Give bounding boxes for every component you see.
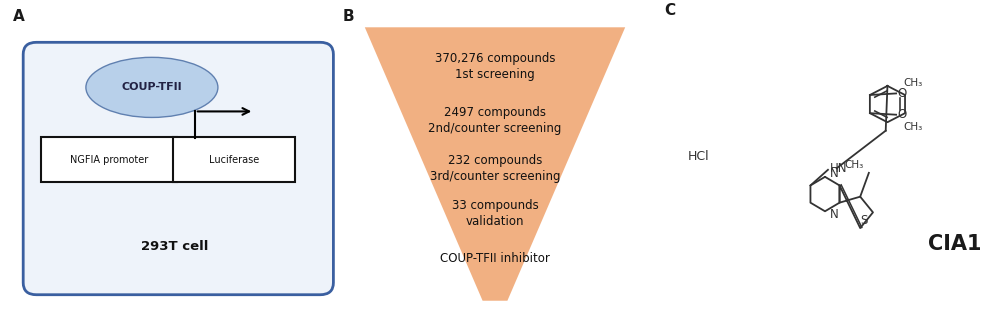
Text: 293T cell: 293T cell — [141, 240, 209, 253]
Text: O: O — [898, 108, 907, 121]
FancyBboxPatch shape — [41, 137, 177, 182]
FancyBboxPatch shape — [23, 42, 333, 295]
Text: CIA1: CIA1 — [928, 234, 981, 254]
Text: 370,276 compounds
1st screening: 370,276 compounds 1st screening — [435, 52, 555, 81]
Text: CH₃: CH₃ — [904, 78, 923, 88]
Text: CH₃: CH₃ — [904, 122, 923, 131]
Text: A: A — [13, 9, 25, 24]
Ellipse shape — [86, 57, 218, 117]
FancyBboxPatch shape — [173, 137, 295, 182]
Text: 33 compounds
validation: 33 compounds validation — [452, 199, 538, 228]
Text: N: N — [830, 167, 839, 180]
Text: HCl: HCl — [688, 150, 710, 163]
Text: O: O — [898, 87, 907, 100]
Polygon shape — [365, 27, 625, 301]
Text: COUP-TFII: COUP-TFII — [122, 82, 182, 92]
Text: N: N — [830, 208, 839, 221]
Text: COUP-TFII inhibitor: COUP-TFII inhibitor — [440, 252, 550, 265]
Text: 232 compounds
3rd/counter screening: 232 compounds 3rd/counter screening — [430, 154, 560, 183]
Text: S: S — [861, 214, 868, 227]
Text: B: B — [343, 9, 355, 24]
Text: NGFIA promoter: NGFIA promoter — [70, 155, 148, 165]
Text: Luciferase: Luciferase — [209, 155, 260, 165]
Text: CH₃: CH₃ — [844, 160, 864, 170]
Text: HN: HN — [830, 162, 847, 175]
Text: C: C — [664, 3, 675, 18]
Text: 2497 compounds
2nd/counter screening: 2497 compounds 2nd/counter screening — [428, 106, 562, 135]
